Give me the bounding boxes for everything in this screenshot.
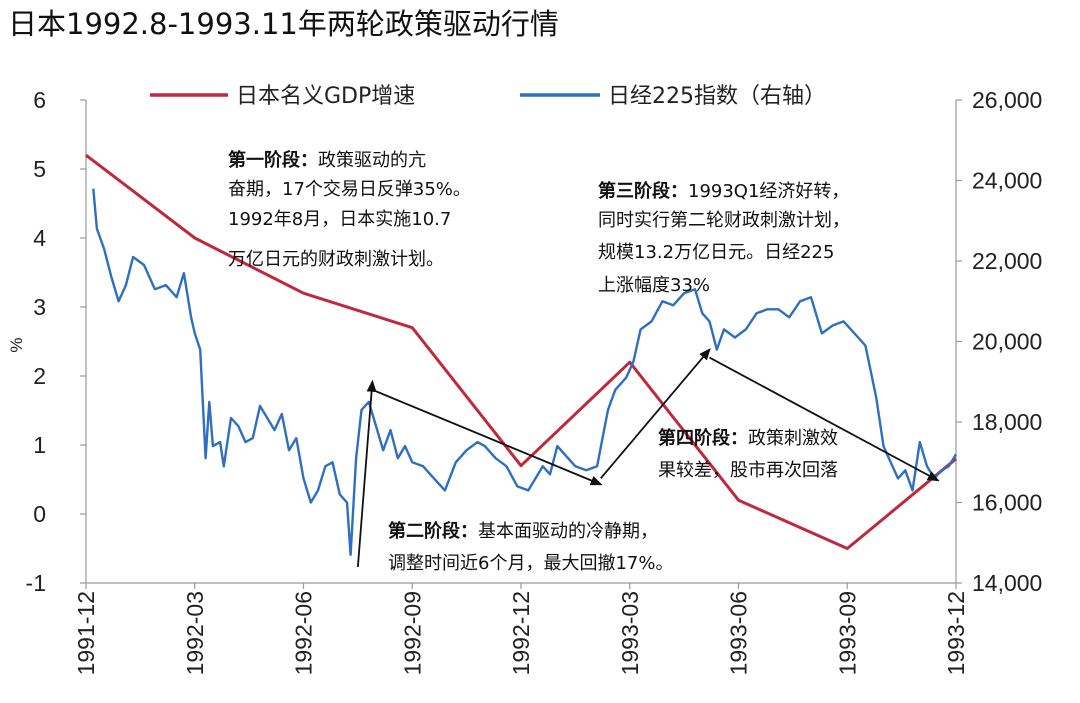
annotation-stage4: 第四阶段：政策刺激效 果较差，股市再次回落	[658, 427, 844, 481]
x-tick-label: 1992-12	[508, 591, 534, 675]
y-tick-label-right: 20,000	[972, 329, 1042, 355]
x-tick-label: 1992-09	[399, 591, 425, 675]
y-tick-label-right: 22,000	[972, 248, 1042, 274]
y-tick-label-right: 14,000	[972, 570, 1042, 596]
legend-label-gdp: 日本名义GDP增速	[236, 84, 415, 109]
x-tick-label: 1993-06	[726, 591, 752, 675]
annotation-stage1: 第一阶段：政策驱动的亢 奋期，17个交易日反弹35%。 1992年8月，日本实施…	[228, 149, 477, 270]
chart-title: 日本1992.8-1993.11年两轮政策驱动行情	[8, 7, 559, 41]
series-line-nikkei	[92, 188, 958, 556]
y-tick-label-left: 2	[33, 363, 46, 389]
legend: 日本名义GDP增速 日经225指数（右轴）	[150, 84, 826, 109]
arrows	[356, 348, 940, 567]
arrow-4	[709, 356, 940, 482]
y-tick-label-left: 1	[33, 432, 46, 458]
annotations: 第一阶段：政策驱动的亢 奋期，17个交易日反弹35%。 1992年8月，日本实施…	[228, 149, 856, 574]
series-lines	[85, 154, 958, 556]
series-line-gdp	[85, 154, 957, 550]
y-tick-label-left: 6	[33, 87, 46, 113]
annotation-stage2: 第二阶段：基本面驱动的冷静期， 调整时间近6个月，最大回撤17%。	[388, 520, 673, 574]
annotation-stage3: 第三阶段：1993Q1经济好转， 同时实行第二轮财政刺激计划， 规模13.2万亿…	[598, 180, 856, 296]
arrow-3	[600, 348, 711, 479]
y-tick-label-right: 16,000	[972, 490, 1042, 516]
x-tick-label: 1992-06	[291, 591, 317, 675]
x-tick-label: 1993-03	[617, 591, 643, 675]
legend-label-nikkei: 日经225指数（右轴）	[608, 84, 826, 109]
axes: 6 5 4 3 2 1 0 -1 26,000 24,000 22,000 20,000 18,000 1…	[26, 87, 1043, 675]
y-tick-label-right: 26,000	[972, 87, 1042, 113]
y-tick-label-left: 5	[33, 156, 46, 182]
x-tick-label: 1993-12	[943, 591, 969, 675]
y-tick-label-left: 3	[33, 294, 46, 320]
x-tick-label: 1992-03	[182, 591, 208, 675]
arrow-1	[356, 379, 377, 567]
y-tick-label-right: 18,000	[972, 409, 1042, 435]
y-tick-label-left: -1	[26, 570, 46, 596]
y-tick-label-left: 0	[33, 501, 46, 527]
arrow-2	[372, 388, 603, 486]
x-tick-label: 1993-09	[834, 591, 860, 675]
y-axis-label: %	[7, 337, 26, 352]
y-tick-label-right: 24,000	[972, 168, 1042, 194]
y-tick-label-left: 4	[33, 225, 46, 251]
x-tick-label: 1991-12	[73, 591, 99, 675]
